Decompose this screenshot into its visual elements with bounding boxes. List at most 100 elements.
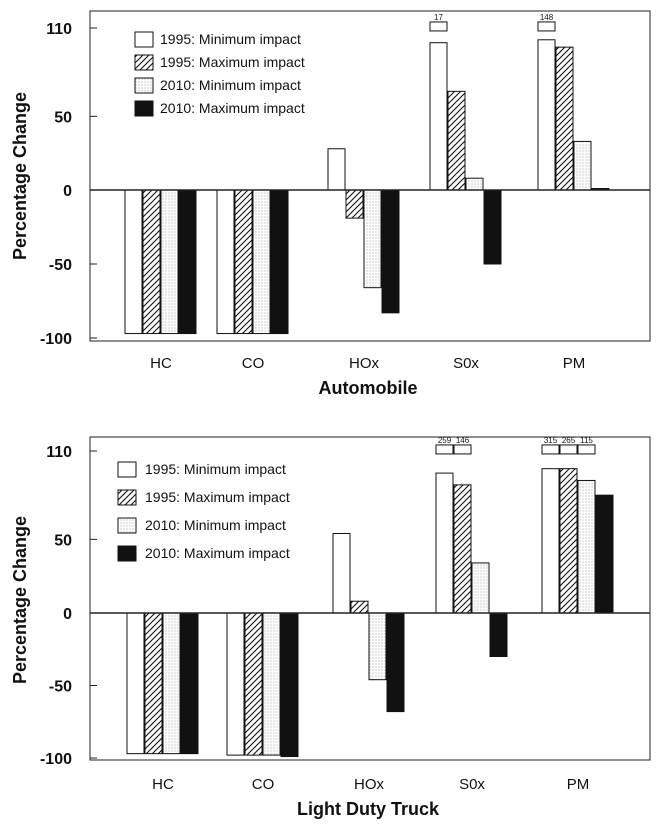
overflow-label: 17	[434, 13, 443, 22]
legend-swatch	[117, 517, 137, 534]
bar-hatched-hc	[144, 612, 163, 755]
bar-dotted-hox	[368, 612, 387, 681]
overflow-box	[537, 21, 556, 32]
legend-swatch	[117, 545, 137, 562]
overflow-box	[429, 21, 448, 32]
legend: 1995: Minimum impact 1995: Maximum impact…	[117, 461, 290, 562]
legend-swatch	[117, 489, 137, 506]
bar-open-pm	[537, 39, 556, 191]
y-axis: 110 50 0 -50 -100	[40, 444, 97, 768]
chart-light-duty-truck: 259 315 146 265 115 110 50 0 -50 -100 HC CO HOx S0x…	[10, 436, 651, 819]
x-tick-label: PM	[563, 355, 586, 372]
bar-solid-s0x	[489, 612, 508, 657]
bar-dotted-co	[262, 612, 281, 756]
legend-label: 1995: Maximum impact	[160, 54, 305, 70]
y-tick-label: 0	[63, 606, 72, 623]
bar-hatched-pm	[559, 468, 578, 614]
bar-solid-hox	[386, 612, 405, 713]
bar-hatched-s0x	[453, 484, 472, 614]
bar-open-hox	[327, 148, 346, 191]
plot-frame	[89, 10, 651, 342]
bar-hatched-hc	[142, 189, 161, 335]
bar-dotted-hox	[363, 189, 382, 289]
legend-swatch	[117, 461, 137, 478]
y-tick-label: -50	[49, 679, 72, 696]
bar-hatched-co	[234, 189, 253, 335]
x-axis-label: Automobile	[319, 378, 418, 398]
bar-solid-hox	[381, 189, 400, 314]
y-tick-label: 110	[46, 21, 72, 38]
overflow-box	[577, 444, 596, 455]
y-axis-label: Percentage Change	[10, 92, 30, 260]
legend-label: 2010: Maximum impact	[160, 100, 305, 116]
bar-solid-hc	[180, 612, 199, 755]
bar-hatched-hox	[350, 600, 369, 614]
x-axis: HC CO HOx S0x PM	[152, 776, 589, 793]
x-tick-label: HC	[152, 776, 174, 793]
bar-marks: 259 315 146 265 115	[126, 436, 614, 758]
bar-hatched-co	[244, 612, 263, 756]
legend-label: 1995: Minimum impact	[160, 31, 301, 47]
y-tick-label: -100	[40, 331, 72, 348]
overflow-label: 259	[438, 436, 452, 445]
legend-label: 1995: Maximum impact	[145, 489, 290, 505]
x-axis: HC CO HOx S0x PM	[150, 355, 585, 372]
y-axis: 110 50 0 -50 -100	[40, 21, 97, 348]
bar-dotted-s0x	[465, 177, 484, 191]
x-tick-label: CO	[252, 776, 275, 793]
x-tick-label: S0x	[459, 776, 485, 793]
legend-label: 1995: Minimum impact	[145, 461, 286, 477]
legend-label: 2010: Maximum impact	[145, 545, 290, 561]
legend-swatch	[134, 54, 154, 71]
y-tick-label: 50	[54, 109, 72, 126]
legend-swatch	[134, 100, 154, 117]
x-tick-label: S0x	[453, 355, 479, 372]
x-tick-label: CO	[242, 355, 265, 372]
bar-solid-hc	[178, 189, 197, 335]
bar-dotted-pm	[573, 140, 592, 191]
y-tick-label: -100	[40, 751, 72, 768]
bar-open-pm	[541, 468, 560, 614]
legend-label: 2010: Minimum impact	[145, 517, 286, 533]
overflow-label: 265	[562, 436, 576, 445]
bar-open-hc	[126, 612, 145, 755]
bar-open-s0x	[429, 42, 448, 191]
bar-hatched-s0x	[447, 90, 466, 191]
y-tick-label: 50	[54, 532, 72, 549]
overflow-box	[435, 444, 454, 455]
bar-open-co	[216, 189, 235, 335]
bar-hatched-hox	[345, 189, 364, 219]
bar-open-hox	[332, 532, 351, 614]
y-tick-label: 110	[46, 444, 72, 461]
overflow-label: 315	[544, 436, 558, 445]
bar-dotted-s0x	[471, 562, 490, 614]
x-tick-label: HOx	[349, 355, 380, 372]
overflow-label: 148	[540, 13, 554, 22]
bar-hatched-pm	[555, 46, 574, 191]
overflow-box	[559, 444, 578, 455]
bar-dotted-hc	[160, 189, 179, 335]
bar-dotted-co	[252, 189, 271, 335]
bar-dotted-pm	[577, 479, 596, 614]
plot-frame	[89, 436, 651, 761]
x-tick-label: PM	[567, 776, 590, 793]
bar-open-hc	[124, 189, 143, 335]
x-axis-label: Light Duty Truck	[297, 799, 440, 819]
overflow-box	[453, 444, 472, 455]
legend-swatch	[134, 77, 154, 94]
bar-dotted-hc	[162, 612, 181, 755]
bar-solid-pm	[595, 494, 614, 614]
bar-solid-co	[270, 189, 289, 335]
legend-label: 2010: Minimum impact	[160, 77, 301, 93]
y-tick-label: -50	[49, 257, 72, 274]
bar-solid-co	[280, 612, 299, 758]
legend: 1995: Minimum impact 1995: Maximum impact…	[134, 31, 305, 117]
overflow-label: 146	[456, 436, 470, 445]
bar-open-co	[226, 612, 245, 756]
bar-solid-s0x	[483, 189, 502, 265]
overflow-label: 115	[580, 436, 593, 445]
chart-automobile: 17 148 110 50 0 -50 -100 HC CO HOx S0x PM Percent…	[10, 10, 651, 398]
x-tick-label: HC	[150, 355, 172, 372]
x-tick-label: HOx	[354, 776, 385, 793]
